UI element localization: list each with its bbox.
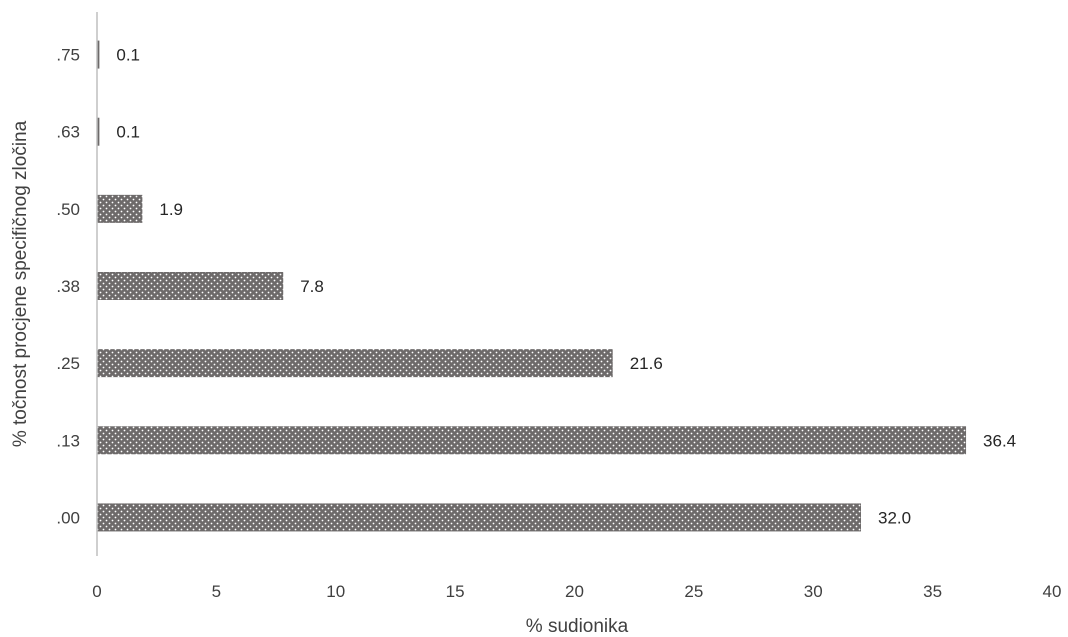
- y-tick-label: .25: [56, 354, 80, 373]
- y-tick-label: .38: [56, 277, 80, 296]
- x-tick-label: 35: [923, 582, 942, 601]
- data-label: 0.1: [116, 46, 140, 65]
- x-tick-label: 10: [326, 582, 345, 601]
- x-tick-label: 25: [684, 582, 703, 601]
- x-tick-label: 40: [1043, 582, 1062, 601]
- bar: [97, 40, 100, 69]
- x-tick-label: 5: [212, 582, 221, 601]
- bar: [97, 503, 861, 532]
- x-tick-labels-layer: 0 5 10 15 20 25 30 35 40: [92, 582, 1061, 601]
- bar: [97, 194, 143, 223]
- y-tick-label: .00: [56, 508, 80, 527]
- data-label: 7.8: [300, 277, 324, 296]
- bar: [97, 117, 100, 146]
- data-label: 1.9: [159, 200, 183, 219]
- y-tick-label: .75: [56, 46, 80, 65]
- y-axis-title: % točnost procjene specifičnog zločina: [10, 120, 31, 447]
- y-tick-labels-layer: .00 .13 .25 .38 .50 .63 .75: [56, 46, 80, 528]
- x-tick-label: 20: [565, 582, 584, 601]
- data-label: 32.0: [878, 508, 911, 527]
- bars-layer: [97, 40, 967, 532]
- data-labels-layer: 32.0 36.4 21.6 7.8 1.9 0.1 0.1: [116, 46, 1016, 528]
- x-axis-title: % sudionika: [526, 616, 629, 637]
- data-label: 0.1: [116, 123, 140, 142]
- bar: [97, 272, 284, 300]
- bar: [97, 426, 967, 455]
- bar: [97, 349, 613, 378]
- x-tick-label: 30: [804, 582, 823, 601]
- y-tick-label: .13: [56, 431, 80, 450]
- y-tick-label: .50: [56, 200, 80, 219]
- data-label: 21.6: [630, 354, 663, 373]
- data-label: 36.4: [983, 431, 1016, 450]
- y-tick-label: .63: [56, 123, 80, 142]
- x-tick-label: 0: [92, 582, 101, 601]
- x-tick-label: 15: [446, 582, 465, 601]
